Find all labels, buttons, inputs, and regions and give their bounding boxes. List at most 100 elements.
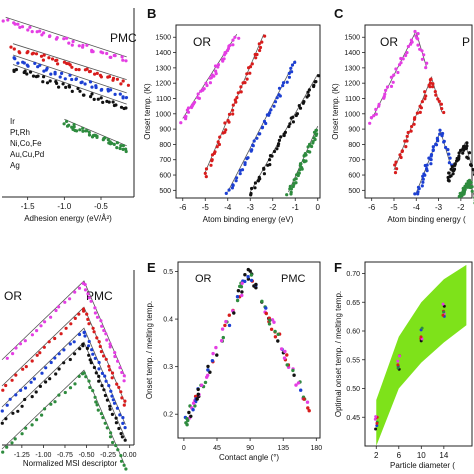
panel-d-point-aucupd (73, 352, 77, 356)
panel-e-point (305, 400, 310, 404)
panel-c-annotation-p: P (462, 35, 470, 49)
panel-c-tail-nicofe-point (440, 134, 444, 138)
panel-a-series-nicofe-point (68, 73, 72, 77)
panel-d-point-ir (86, 292, 90, 296)
panel-a-series-ptrh-point (12, 47, 16, 51)
panel-a-series-ag-point (95, 134, 99, 138)
panel-c-tail-ir-point (420, 57, 424, 61)
panel-b-series-nicofe-point (289, 66, 293, 70)
panel-b-series-nicofe-point (250, 148, 254, 152)
panel-d-point-ag (68, 386, 73, 390)
panel-d-point-ag (124, 467, 128, 471)
panel-d-point-nicofe (77, 332, 82, 337)
panel-d-point-ir (108, 342, 112, 346)
panel-a-series-nicofe-point (42, 69, 46, 73)
panel-b-series-aucupd-point (287, 125, 291, 129)
panel-a-series-ir-point (81, 43, 85, 48)
panel-c-ytick-label-4: 900 (348, 127, 360, 134)
panel-d-point-ptrh (108, 368, 112, 372)
panel-c-tail-aucupd-point (469, 163, 473, 168)
panel-a-series-nicofe-point (49, 72, 53, 76)
panel-b-series-aucupd-point (312, 83, 316, 87)
panel-b-ylabel: Onset temp. (K) (143, 83, 152, 140)
panel-d-point-ir (83, 283, 87, 287)
panel-e-point (235, 298, 240, 303)
panel-b-series-ir-point (216, 63, 221, 67)
panel-a-legend-label-4: Ag (10, 161, 20, 170)
panel-c-series-nicofe-point (423, 173, 427, 177)
panel-b-series-ag-point (306, 149, 310, 154)
panel-a-series-aucupd-point (12, 69, 16, 73)
panel-d-point-nicofe (107, 384, 111, 388)
panel-a-annotation-pmc: PMC (110, 31, 137, 45)
panel-c-tail-ir-point (420, 49, 424, 53)
panel-d-point-nicofe (53, 356, 57, 360)
panel-e-point (206, 368, 210, 372)
panel-d-point-nicofe (100, 371, 104, 375)
panel-c-series-ptrh-point (406, 130, 410, 135)
panel-e-point (292, 373, 296, 377)
panel-b-series-ir-point (210, 73, 214, 77)
panel-c-series-ptrh-point (428, 81, 433, 85)
panel-d-point-nicofe (19, 388, 23, 392)
panel-f-ytick-label-5: 0.70 (346, 271, 360, 278)
panel-a-series-ptrh-point (119, 82, 123, 86)
panel-b-series-nicofe-point (285, 80, 289, 84)
panel-d-point-ptrh (119, 390, 123, 394)
panel-c-series-ptrh-point (394, 160, 398, 164)
panel-a-series-aucupd-point (101, 100, 105, 104)
panel-d-point-aucupd (105, 398, 109, 402)
panel-d-point-nicofe (121, 421, 125, 425)
panel-a-series-ptrh-point (107, 75, 112, 79)
panel-d-point-ptrh (47, 340, 51, 344)
panel-d-point-aucupd (120, 435, 124, 439)
panel-a-series-ir-point (26, 28, 30, 32)
panel-d-point-ag (40, 413, 44, 417)
panel-a-series-ir-point (105, 51, 109, 56)
panel-b-series-nicofe-point (262, 119, 267, 123)
panel-c-ytick-label-5: 1000 (344, 111, 360, 118)
panel-f-ytick-label-3: 0.60 (346, 329, 360, 336)
panel-d-point-nicofe (44, 366, 48, 370)
panel-d-point-ag (101, 416, 105, 420)
panel-e-point (296, 381, 301, 385)
panel-f-xtick-label-2: 10 (417, 451, 426, 460)
panel-b-series-ptrh-point (245, 77, 249, 81)
panel-b-series-ir-point (223, 51, 227, 55)
panel-c-series-ptrh-point (400, 149, 404, 153)
panel-d-point-ag (116, 448, 120, 452)
panel-f-point (419, 335, 423, 339)
panel-d-point-ag (49, 402, 53, 406)
panel-d-point-nicofe (109, 389, 113, 393)
panel-a-series-ag-point (118, 146, 122, 151)
panel-b-series-ag-point (304, 159, 308, 163)
panel-d-point-aucupd (0, 421, 4, 425)
panel-a-series-aucupd-point (124, 106, 128, 110)
panel-d-point-ir (105, 338, 109, 342)
panel-b-series-nicofe-point (269, 108, 273, 112)
panel-f-point (375, 421, 379, 425)
panel-b-series-ptrh-point (224, 128, 228, 132)
panel-a-series-ag-point (124, 149, 128, 154)
panel-c-series-ir-point (372, 114, 376, 118)
panel-b-ytick-label-8: 1300 (155, 65, 171, 72)
panel-c: -6 -5 -4 -3 -2 500 600 700 800 900 1000 1100 1200 130… (331, 24, 474, 224)
panel-b-series-ptrh-ref-line (204, 34, 265, 173)
panel-a-series-aucupd-point (96, 97, 100, 101)
panel-c-ytick-label-0: 500 (348, 188, 360, 195)
panel-b-series-aucupd-point (272, 149, 277, 154)
panel-b-series-ag-point (303, 152, 307, 156)
panel-a-series-ir-point (70, 43, 74, 47)
panel-d-xtick-label-2: -0.75 (57, 452, 73, 459)
panel-d-point-ag (96, 408, 100, 412)
panel-a-series-nicofe-point (121, 96, 125, 100)
panel-e-point (185, 417, 189, 421)
panel-d-point-ag (35, 418, 39, 422)
panel-e-point (191, 401, 196, 405)
panel-f-point (396, 366, 400, 370)
panel-a-series-ir-point (13, 22, 17, 26)
panel-a-series-nicofe-point (94, 84, 98, 88)
panel-c-ytick-label-1: 600 (348, 173, 360, 180)
panel-b-series-ag-point (285, 193, 289, 197)
panel-d-point-ir (116, 359, 120, 363)
